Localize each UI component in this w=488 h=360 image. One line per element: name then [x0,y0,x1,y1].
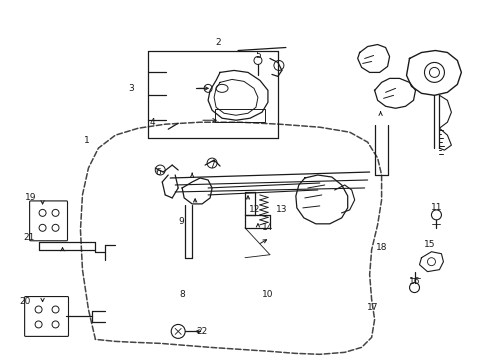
Text: 7: 7 [209,161,215,170]
Text: 5: 5 [255,51,260,60]
Text: 2: 2 [215,38,221,47]
Text: 4: 4 [149,118,155,127]
Text: 9: 9 [178,217,183,226]
Text: 19: 19 [25,193,36,202]
Text: 15: 15 [423,240,434,249]
Bar [215,109,264,122]
Text: 16: 16 [408,277,419,286]
Text: 13: 13 [276,206,287,215]
Text: 18: 18 [375,243,386,252]
Text: 21: 21 [23,233,34,242]
Text: 11: 11 [430,203,441,212]
Text: 8: 8 [179,290,184,299]
Text: 1: 1 [83,136,89,145]
Text: 12: 12 [249,206,260,215]
Text: 10: 10 [262,290,273,299]
Text: 22: 22 [196,327,207,336]
Text: 20: 20 [19,297,30,306]
Text: 17: 17 [366,303,378,312]
Text: 6: 6 [155,167,161,176]
Text: 3: 3 [128,84,134,93]
Text: 14: 14 [262,223,273,232]
